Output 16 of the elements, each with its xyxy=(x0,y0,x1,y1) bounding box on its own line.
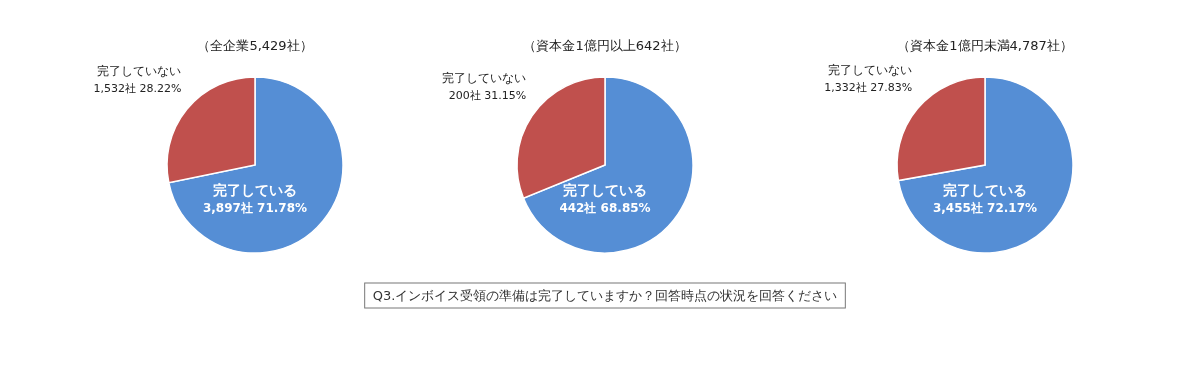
data-label: 442社 68.85% xyxy=(559,201,651,215)
slice-label: 完了していない xyxy=(97,63,182,78)
slice-label: 完了している xyxy=(213,182,297,198)
text: Q3.インボイス受領の準備は完了していますか？回答時点の状況を回答ください xyxy=(372,288,838,303)
data-label: 200社 31.15% xyxy=(448,88,527,102)
data-label: 3,455社 72.17% xyxy=(932,201,1038,215)
slice-label: 完了している xyxy=(943,182,1027,198)
data-label: 1,332社 27.83% xyxy=(824,81,913,95)
chart-title: （全企業5,429社） xyxy=(197,38,313,53)
slice-label: 完了していない xyxy=(442,70,527,85)
data-label: 3,897社 71.78% xyxy=(202,201,308,215)
chart-title: （資本金1億円未満4,787社） xyxy=(897,38,1073,53)
data-label: 1,532社 28.22% xyxy=(93,81,182,95)
chart-title: （資本金1億円以上642社） xyxy=(523,38,687,53)
slice-label: 完了していない xyxy=(828,63,913,78)
slice-label: 完了している xyxy=(563,182,647,198)
